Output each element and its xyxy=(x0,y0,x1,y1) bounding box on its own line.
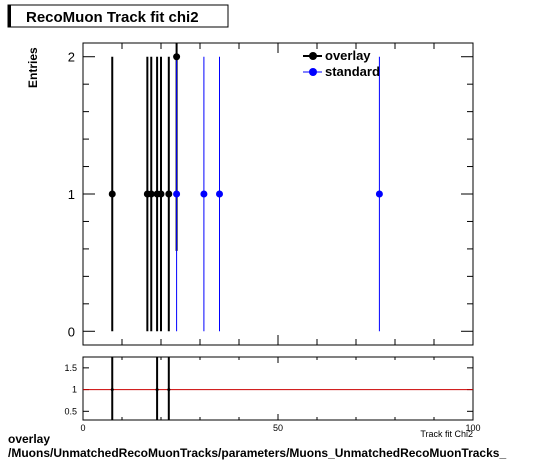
ratio-plot-frame xyxy=(82,356,474,421)
main-y-tick-label: 1 xyxy=(68,187,75,202)
legend-standard-marker xyxy=(309,68,317,76)
ratio-plot-marks xyxy=(83,357,473,420)
footer-line-1: overlay xyxy=(8,432,51,446)
point-overlay xyxy=(108,190,116,198)
ratio-x-tick-label: 100 xyxy=(465,423,480,433)
point-standard xyxy=(173,190,181,198)
point-standard xyxy=(216,190,223,198)
main-plot-frame xyxy=(82,42,474,346)
point-standard xyxy=(375,190,383,198)
y-axis-label: Entries xyxy=(26,47,40,88)
legend-overlay-label: overlay xyxy=(325,48,371,63)
ratio-y-tick-label: 1.5 xyxy=(64,363,77,373)
point-overlay xyxy=(157,190,165,198)
title-box-shadow xyxy=(8,5,11,27)
legend-standard-label: standard xyxy=(325,64,380,79)
point-overlay xyxy=(147,190,155,198)
point-standard xyxy=(200,190,208,198)
ratio-point xyxy=(155,388,159,392)
ratio-x-tick-label: 50 xyxy=(273,423,283,433)
main-plot-ticks: 0 1 2 xyxy=(68,43,474,345)
main-y-tick-label: 2 xyxy=(68,50,75,65)
chart-title: RecoMuon Track fit chi2 xyxy=(26,9,199,26)
main-y-tick-label: 0 xyxy=(68,324,75,339)
main-plot-marks xyxy=(108,43,383,332)
legend: overlay standard xyxy=(303,48,380,79)
legend-overlay-marker xyxy=(309,52,317,60)
footer-line-2: /Muons/UnmatchedRecoMuonTracks/parameter… xyxy=(8,446,507,460)
ratio-y-tick-label: 0.5 xyxy=(64,406,77,416)
point-overlay xyxy=(165,190,173,198)
ratio-x-tick-label: 0 xyxy=(80,423,85,433)
ratio-y-tick-label: 1 xyxy=(72,385,77,395)
ratio-point xyxy=(167,388,171,392)
ratio-point xyxy=(110,388,114,392)
x-axis-label: Track fit Chi2 xyxy=(420,429,473,439)
ratio-plot-ticks: 0 50 100 0.5 1 1.5 xyxy=(64,357,481,433)
point-overlay xyxy=(173,53,181,61)
